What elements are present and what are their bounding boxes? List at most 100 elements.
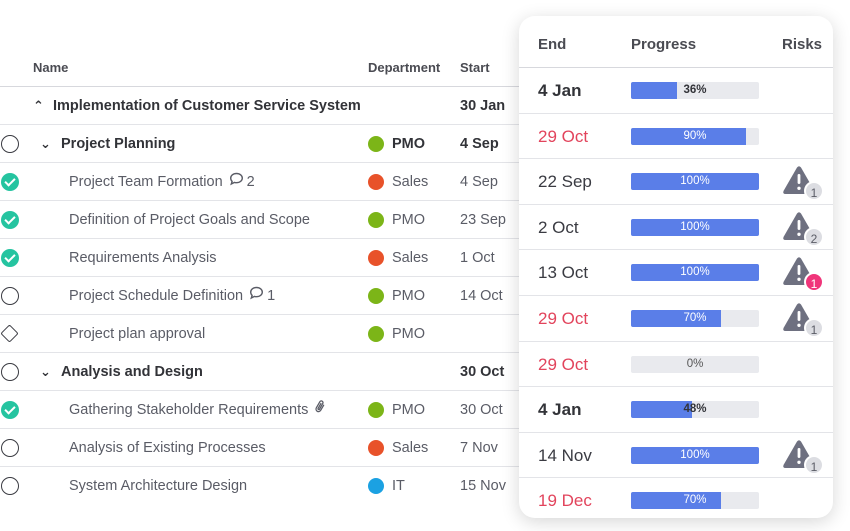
column-header-name[interactable]: Name xyxy=(33,60,69,75)
task-name: Gathering Stakeholder Requirements xyxy=(69,402,309,418)
start-date: 23 Sep xyxy=(460,212,506,228)
group-name: Project Planning xyxy=(61,136,176,152)
status-done-icon[interactable] xyxy=(1,211,19,229)
department-label: PMO xyxy=(392,212,426,228)
progress-label: 0% xyxy=(686,357,704,370)
start-date: 15 Nov xyxy=(460,478,506,494)
comment-icon[interactable] xyxy=(249,277,264,315)
end-date: 29 Oct xyxy=(538,309,589,328)
progress-label: 100% xyxy=(680,448,710,461)
column-header-start[interactable]: Start xyxy=(460,60,490,75)
collapse-all-icon[interactable]: ⌃ xyxy=(33,98,44,113)
progress-label: 100% xyxy=(680,220,710,233)
task-name: System Architecture Design xyxy=(69,478,248,494)
progress-fill xyxy=(631,310,721,327)
card-row[interactable]: 4 Jan 48% xyxy=(519,387,833,433)
attachment-icon[interactable] xyxy=(314,391,326,429)
table-row[interactable]: Project Schedule Definition 1 PMO 14 Oct xyxy=(0,277,520,315)
department-dot-icon xyxy=(368,326,384,342)
progress-bar: 0% xyxy=(631,355,759,373)
department-dot-icon xyxy=(368,402,384,418)
table-row[interactable]: Project Team Formation 2 Sales 4 Sep xyxy=(0,163,520,201)
task-name: Project plan approval xyxy=(69,326,206,342)
status-done-icon[interactable] xyxy=(1,249,19,267)
department-label: IT xyxy=(392,478,405,494)
chevron-down-icon[interactable]: ⌄ xyxy=(40,136,51,151)
end-date: 29 Oct xyxy=(538,354,589,374)
status-done-icon[interactable] xyxy=(1,401,19,419)
column-header-end[interactable]: End xyxy=(538,36,567,53)
status-open-icon[interactable] xyxy=(1,439,19,457)
start-date: 30 Oct xyxy=(460,402,503,418)
progress-label: 90% xyxy=(683,129,707,142)
group-row-project-planning[interactable]: ⌄ Project Planning PMO 4 Sep xyxy=(0,125,520,163)
card-row[interactable]: 2 Oct 100% 2 xyxy=(519,205,833,251)
card-row[interactable]: 4 Jan 36% xyxy=(519,68,833,114)
start-date: 7 Nov xyxy=(460,440,498,456)
progress-bar: 100% xyxy=(631,218,759,236)
task-name: Definition of Project Goals and Scope xyxy=(69,212,310,228)
end-date: 4 Jan xyxy=(538,400,582,420)
task-name: Analysis of Existing Processes xyxy=(69,440,266,456)
table-row[interactable]: Definition of Project Goals and Scope PM… xyxy=(0,201,520,239)
column-header-department[interactable]: Department xyxy=(368,60,441,75)
card-row[interactable]: 14 Nov 100% 1 xyxy=(519,433,833,479)
department-dot-icon xyxy=(368,136,384,152)
table-row[interactable]: Gathering Stakeholder Requirements PMO 3… xyxy=(0,391,520,429)
risk-indicator[interactable]: 1 xyxy=(782,439,830,475)
column-header-progress[interactable]: Progress xyxy=(631,36,697,53)
column-header-risks[interactable]: Risks xyxy=(782,36,823,53)
progress-label: 48% xyxy=(683,403,707,416)
department-label: PMO xyxy=(392,288,426,304)
schedule-progress-card: End Progress Risks 4 Jan 36% 29 Oct 90% 22 S… xyxy=(519,16,833,518)
end-date: 2 Oct xyxy=(538,217,579,237)
card-row[interactable]: 13 Oct 100% 1 xyxy=(519,250,833,296)
risk-count-badge: 1 xyxy=(804,272,824,293)
start-date: 30 Oct xyxy=(460,364,505,380)
card-row[interactable]: 29 Oct 0% xyxy=(519,342,833,388)
end-date: 22 Sep xyxy=(538,172,592,192)
risk-count-badge: 1 xyxy=(804,181,824,202)
table-row[interactable]: Project plan approval PMO xyxy=(0,315,520,353)
progress-bar: 100% xyxy=(631,173,759,191)
department-label: Sales xyxy=(392,250,429,266)
project-row[interactable]: ⌃ Implementation of Customer Service Sys… xyxy=(0,87,520,125)
progress-label: 70% xyxy=(683,312,707,324)
progress-fill xyxy=(631,264,759,282)
card-row[interactable]: 29 Oct 70% 1 xyxy=(519,296,833,342)
progress-bar: 70% xyxy=(631,492,759,510)
table-row[interactable]: Requirements Analysis Sales 1 Oct xyxy=(0,239,520,277)
table-row[interactable]: Analysis of Existing Processes Sales 7 N… xyxy=(0,429,520,467)
progress-label: 70% xyxy=(683,494,707,507)
risk-count-badge: 1 xyxy=(804,318,824,338)
risk-indicator[interactable]: 1 xyxy=(782,256,830,293)
progress-bar: 70% xyxy=(631,310,759,327)
progress-bar: 48% xyxy=(631,401,759,419)
chevron-down-icon[interactable]: ⌄ xyxy=(40,364,51,379)
task-name-cell: Project Schedule Definition 1 xyxy=(69,277,275,315)
milestone-diamond-icon[interactable] xyxy=(0,324,19,343)
risk-count-badge: 1 xyxy=(804,454,824,475)
task-name-cell: Gathering Stakeholder Requirements xyxy=(69,391,326,429)
status-open-icon[interactable] xyxy=(1,477,19,495)
department-dot-icon xyxy=(368,478,384,494)
status-open-icon[interactable] xyxy=(1,287,19,305)
table-row[interactable]: System Architecture Design IT 15 Nov xyxy=(0,467,520,505)
card-row[interactable]: 29 Oct 90% xyxy=(519,114,833,160)
end-date: 19 Dec xyxy=(538,491,592,511)
progress-label: 100% xyxy=(680,266,710,279)
risk-indicator[interactable]: 1 xyxy=(782,165,830,202)
comment-icon[interactable] xyxy=(229,163,244,201)
status-done-icon[interactable] xyxy=(1,173,19,191)
progress-label: 100% xyxy=(680,175,710,188)
risk-indicator[interactable]: 1 xyxy=(782,302,830,338)
group-row-analysis-and-design[interactable]: ⌄ Analysis and Design 30 Oct xyxy=(0,353,520,391)
status-open-icon[interactable] xyxy=(1,135,19,153)
progress-fill xyxy=(631,82,678,99)
status-open-icon[interactable] xyxy=(1,363,19,381)
progress-fill xyxy=(631,492,721,510)
progress-fill xyxy=(631,401,693,419)
risk-indicator[interactable]: 2 xyxy=(782,211,830,247)
card-row[interactable]: 22 Sep 100% 1 xyxy=(519,159,833,205)
card-row[interactable]: 19 Dec 70% xyxy=(519,478,833,518)
